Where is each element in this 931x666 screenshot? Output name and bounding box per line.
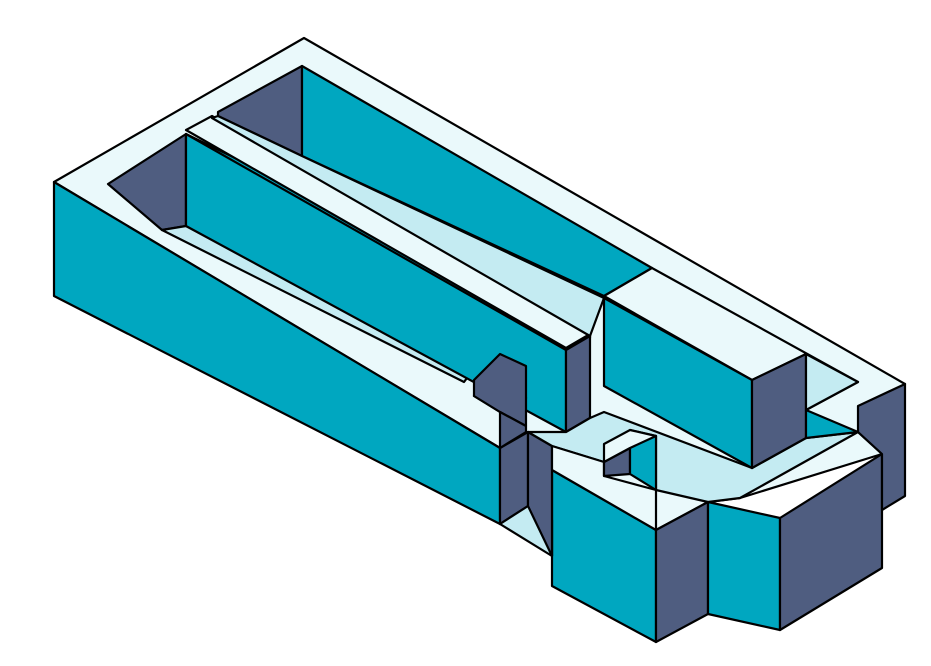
right-pocket-wall bbox=[804, 408, 860, 440]
t-nub-front bbox=[498, 410, 528, 450]
front-pocket-rim bbox=[602, 428, 658, 464]
back-channel-floor bbox=[210, 114, 606, 338]
notch-front-face bbox=[706, 500, 782, 632]
right-block-back-floor bbox=[804, 352, 860, 412]
right-side-face bbox=[778, 452, 884, 632]
long-rib-end bbox=[564, 334, 592, 434]
